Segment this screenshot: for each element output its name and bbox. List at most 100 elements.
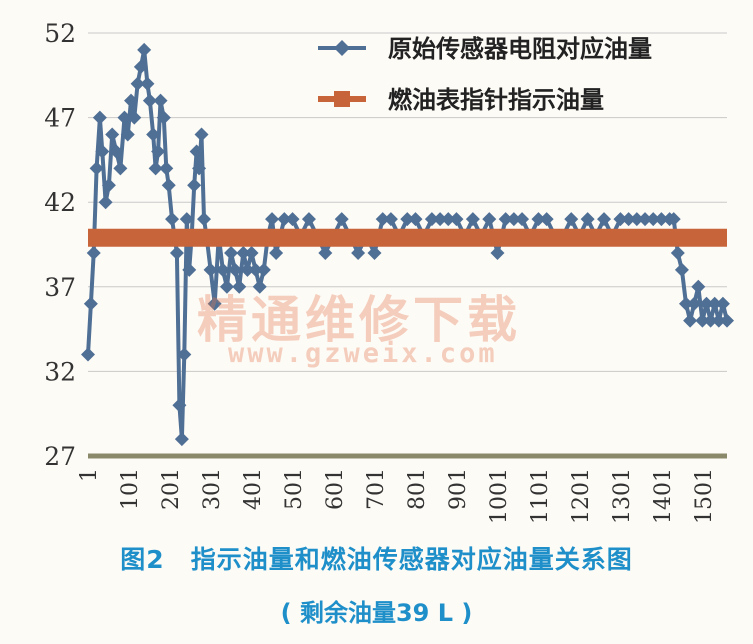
data-point-sensor	[301, 212, 316, 227]
data-point-sensor	[715, 296, 730, 311]
figure-caption: 图2 指示油量和燃油传感器对应油量关系图	[0, 540, 753, 576]
data-point-sensor	[695, 313, 710, 328]
data-point-sensor	[670, 245, 685, 260]
data-point-sensor	[189, 144, 204, 159]
data-point-sensor	[192, 161, 207, 176]
data-point-sensor	[151, 144, 166, 159]
x-tick-label: 101	[118, 468, 143, 510]
data-point-sensor	[621, 212, 636, 227]
watermark-url: www.gzweix.com	[228, 338, 498, 369]
data-point-sensor	[720, 313, 734, 328]
x-tick-label: 1	[77, 468, 102, 482]
data-point-sensor	[156, 110, 171, 125]
data-point-sensor	[449, 212, 464, 227]
x-tick-label: 1501	[692, 468, 717, 524]
data-point-sensor	[248, 262, 263, 277]
data-point-sensor	[703, 313, 718, 328]
data-point-sensor	[531, 212, 546, 227]
data-point-sensor	[101, 178, 116, 193]
figure-subtitle: ( 剩余油量39 L )	[280, 599, 473, 627]
data-point-sensor	[219, 279, 234, 294]
data-point-sensor	[490, 245, 505, 260]
y-tick-label: 32	[44, 357, 76, 386]
data-point-sensor	[498, 212, 513, 227]
data-point-sensor	[441, 212, 456, 227]
data-point-sensor	[699, 296, 714, 311]
data-point-sensor	[109, 144, 124, 159]
data-point-sensor	[318, 245, 333, 260]
x-tick-label: 201	[159, 468, 184, 510]
data-point-sensor	[203, 262, 218, 277]
data-point-sensor	[285, 212, 300, 227]
data-point-sensor	[666, 212, 681, 227]
figure-title: 指示油量和燃油传感器对应油量关系图	[190, 545, 633, 574]
data-point-sensor	[86, 245, 101, 260]
y-tick-label: 47	[44, 104, 76, 133]
x-tick-label: 1301	[610, 468, 635, 524]
data-point-sensor	[182, 262, 197, 277]
legend-marker-sensor	[334, 40, 350, 56]
data-point-sensor	[161, 178, 176, 193]
data-point-sensor	[207, 296, 222, 311]
watermark-text: 精通维修下载	[197, 291, 521, 349]
data-point-sensor	[277, 212, 292, 227]
x-tick-label: 301	[200, 468, 225, 510]
data-point-sensor	[564, 212, 579, 227]
data-point-sensor	[613, 212, 628, 227]
x-tick-label: 601	[323, 468, 348, 510]
data-point-sensor	[691, 279, 706, 294]
data-point-sensor	[130, 76, 145, 91]
data-point-sensor	[711, 313, 726, 328]
data-point-sensor	[179, 212, 194, 227]
data-point-sensor	[124, 93, 139, 108]
data-point-sensor	[224, 245, 239, 260]
series-layer	[81, 42, 734, 447]
data-point-sensor	[127, 110, 142, 125]
data-point-sensor	[646, 212, 661, 227]
x-tick-label: 1201	[569, 468, 594, 524]
x-tick-label: 501	[282, 468, 307, 510]
data-point-sensor	[174, 432, 189, 447]
data-point-sensor	[580, 212, 595, 227]
x-tick-label: 1001	[487, 468, 512, 524]
figure-number: 图2	[120, 545, 165, 574]
data-point-sensor	[215, 262, 230, 277]
data-point-sensor	[113, 161, 128, 176]
legend-marker-gauge	[334, 91, 350, 107]
data-point-sensor	[172, 398, 187, 413]
data-point-sensor	[351, 245, 366, 260]
y-tick-label: 27	[44, 442, 76, 471]
data-point-sensor	[654, 212, 669, 227]
data-point-sensor	[256, 262, 271, 277]
x-tick-label: 801	[405, 468, 430, 510]
data-point-sensor	[515, 212, 530, 227]
x-tick-label: 1101	[528, 468, 553, 524]
data-point-sensor	[638, 212, 653, 227]
data-point-sensor	[375, 212, 390, 227]
data-point-sensor	[269, 245, 284, 260]
data-point-sensor	[153, 93, 168, 108]
data-point-sensor	[194, 127, 209, 142]
data-point-sensor	[433, 212, 448, 227]
legend-label: 原始传感器电阻对应油量	[388, 35, 652, 63]
data-point-sensor	[679, 296, 694, 311]
data-point-sensor	[137, 42, 152, 57]
data-point-sensor	[142, 93, 157, 108]
data-point-sensor	[400, 212, 415, 227]
y-tick-label: 42	[44, 188, 76, 217]
data-point-sensor	[120, 127, 135, 142]
data-point-sensor	[244, 245, 259, 260]
data-point-sensor	[265, 212, 280, 227]
data-point-sensor	[236, 245, 251, 260]
data-point-sensor	[240, 262, 255, 277]
data-point-sensor	[148, 161, 163, 176]
data-point-sensor	[187, 178, 202, 193]
data-point-sensor	[482, 212, 497, 227]
data-point-sensor	[105, 127, 120, 142]
x-tick-label: 701	[364, 468, 389, 510]
data-point-sensor	[367, 245, 382, 260]
data-point-sensor	[159, 161, 174, 176]
